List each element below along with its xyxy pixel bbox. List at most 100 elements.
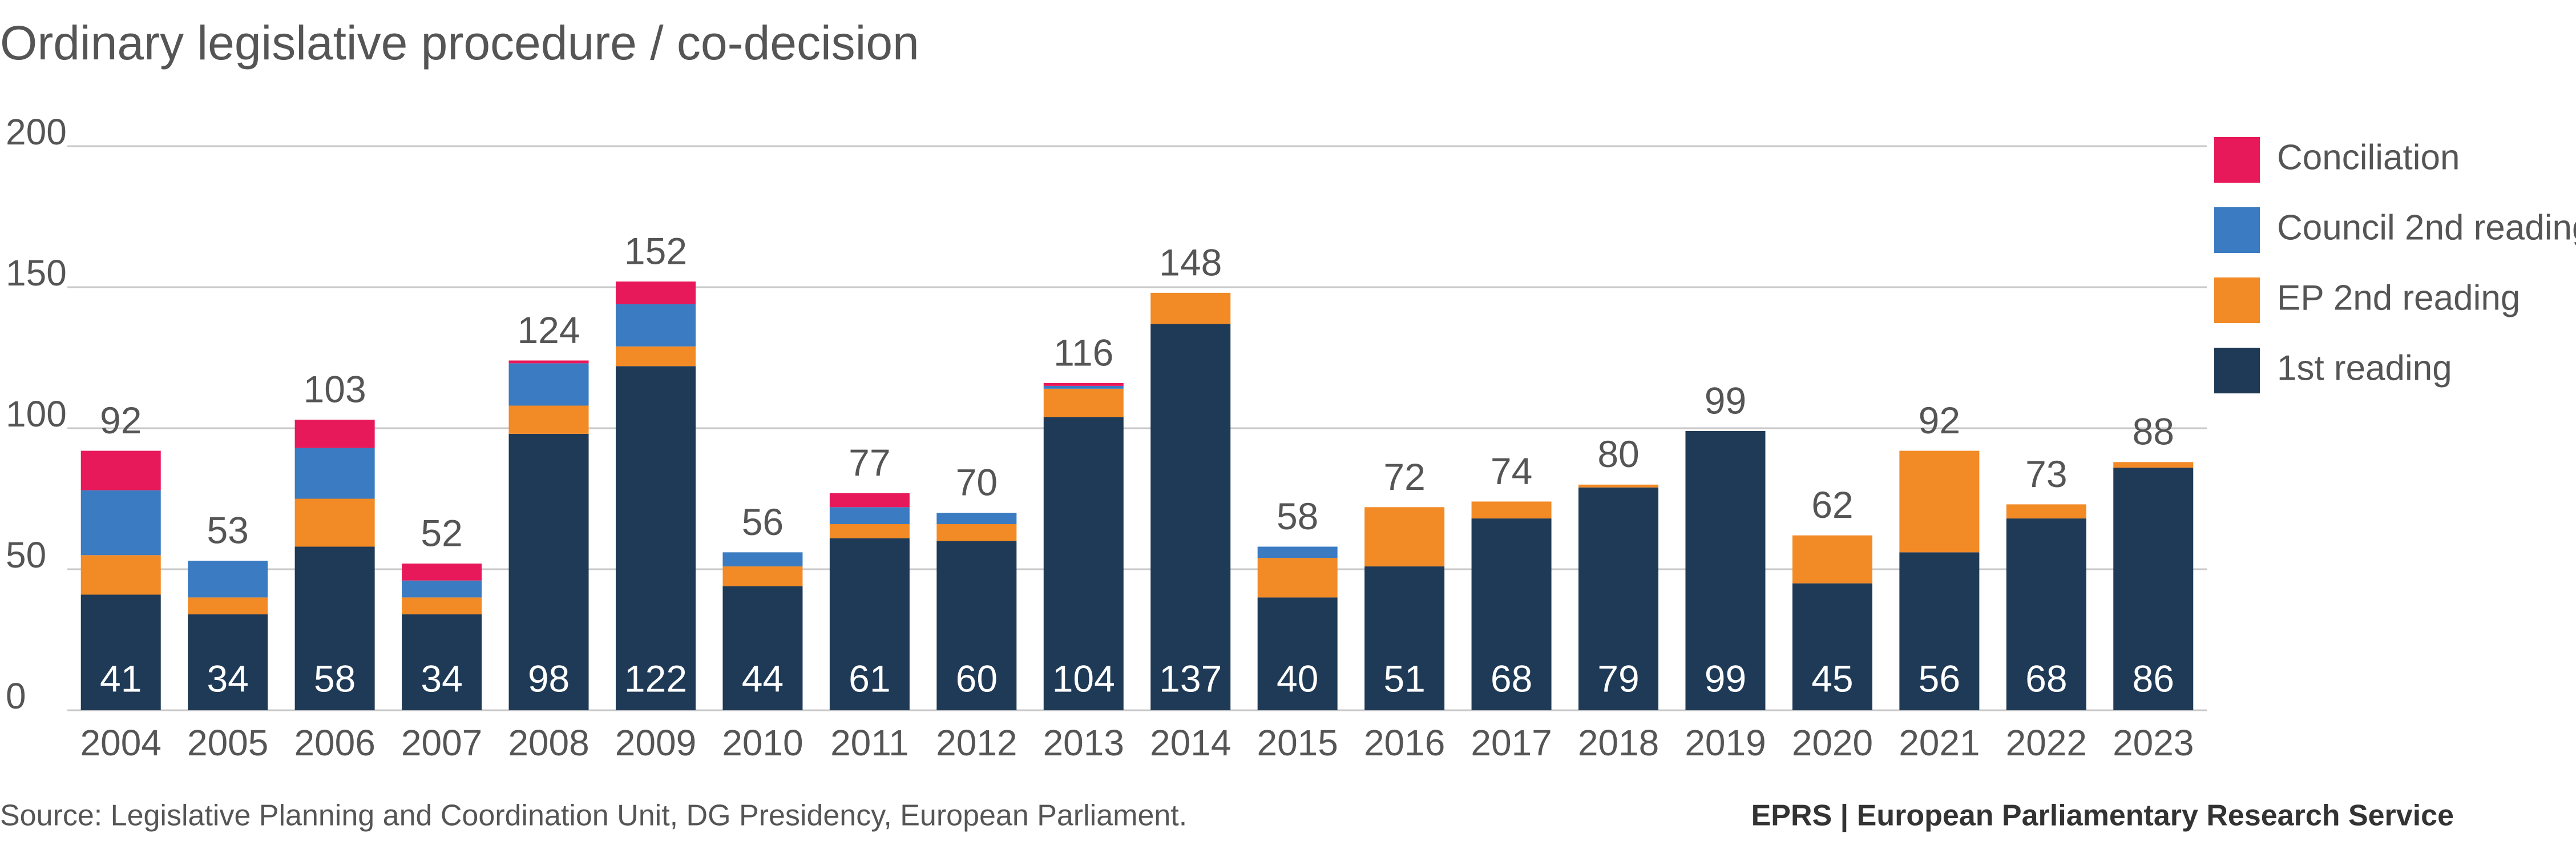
bar-segment bbox=[508, 363, 589, 406]
bar-segment bbox=[188, 597, 268, 615]
x-tick-label: 2017 bbox=[1471, 722, 1552, 763]
bar-segment bbox=[402, 597, 482, 615]
bar-segment bbox=[829, 507, 910, 524]
x-tick-label: 2008 bbox=[508, 722, 589, 763]
bar-segment bbox=[1150, 324, 1231, 710]
value-label: 44 bbox=[742, 657, 784, 699]
total-label: 152 bbox=[624, 230, 687, 272]
value-label: 79 bbox=[1597, 657, 1639, 699]
source-note: Source: Legislative Planning and Coordin… bbox=[0, 799, 1187, 832]
bar-segment bbox=[508, 405, 589, 434]
legend-label: Conciliation bbox=[2277, 138, 2460, 177]
bar-segment bbox=[1471, 518, 1552, 710]
value-label: 68 bbox=[1491, 657, 1532, 699]
bar-segment bbox=[1899, 552, 1980, 710]
bar-segment bbox=[615, 304, 696, 347]
x-tick-label: 2004 bbox=[80, 722, 161, 763]
value-label: 56 bbox=[1919, 657, 1960, 699]
total-label: 56 bbox=[742, 501, 784, 543]
bar-segment bbox=[1578, 487, 1659, 710]
bar-segment bbox=[936, 513, 1017, 524]
bar-segment bbox=[1043, 385, 1124, 389]
value-label: 34 bbox=[421, 657, 462, 699]
bar-segment bbox=[402, 580, 482, 598]
total-label: 116 bbox=[1053, 331, 1113, 373]
bar-segment bbox=[2006, 504, 2086, 519]
bar-segment bbox=[188, 614, 268, 710]
bar-segment bbox=[402, 564, 482, 581]
bar-segment bbox=[294, 546, 375, 710]
y-tick-label: 150 bbox=[6, 252, 67, 293]
value-label: 137 bbox=[1159, 657, 1222, 699]
bar-segment bbox=[1257, 597, 1338, 710]
y-tick-label: 0 bbox=[6, 675, 26, 717]
bar-segment bbox=[1364, 566, 1445, 710]
x-tick-label: 2023 bbox=[2113, 722, 2194, 763]
value-label: 58 bbox=[314, 657, 356, 699]
bar-segment bbox=[1364, 507, 1445, 567]
bar-segment bbox=[294, 498, 375, 547]
total-label: 124 bbox=[517, 309, 580, 351]
chart-title: Ordinary legislative procedure / co-deci… bbox=[0, 16, 919, 70]
total-label: 103 bbox=[304, 368, 366, 411]
bar-segment bbox=[1257, 546, 1338, 558]
bar-segment bbox=[2113, 462, 2194, 468]
bar-segment bbox=[80, 555, 161, 595]
x-tick-label: 2009 bbox=[615, 722, 696, 763]
y-tick-label: 200 bbox=[6, 111, 67, 152]
bar-segment bbox=[722, 552, 803, 567]
y-tick-label: 100 bbox=[6, 393, 67, 434]
total-label: 53 bbox=[207, 509, 248, 552]
total-label: 99 bbox=[1705, 379, 1746, 421]
x-tick-label: 2019 bbox=[1685, 722, 1766, 763]
total-label: 88 bbox=[2133, 411, 2174, 453]
total-label: 92 bbox=[1919, 399, 1960, 441]
credit: EPRS | European Parliamentary Research S… bbox=[1751, 799, 2454, 832]
value-label: 86 bbox=[2133, 657, 2174, 699]
total-label: 92 bbox=[100, 399, 142, 441]
legend-label: Council 2nd reading bbox=[2277, 208, 2576, 247]
legend-swatch bbox=[2214, 348, 2260, 393]
value-label: 40 bbox=[1277, 657, 1318, 699]
x-tick-label: 2007 bbox=[401, 722, 482, 763]
bar-segment bbox=[294, 448, 375, 499]
bar-segment bbox=[508, 360, 589, 364]
value-label: 122 bbox=[624, 657, 687, 699]
total-label: 72 bbox=[1383, 456, 1425, 498]
bar-segment bbox=[1150, 292, 1231, 324]
value-label: 68 bbox=[2025, 657, 2067, 699]
bar-segment bbox=[615, 281, 696, 304]
legend-label: EP 2nd reading bbox=[2277, 278, 2520, 317]
value-label: 60 bbox=[956, 657, 998, 699]
bar-segment bbox=[722, 566, 803, 586]
y-tick-label: 50 bbox=[6, 534, 46, 576]
total-label: 77 bbox=[849, 441, 890, 484]
x-tick-label: 2022 bbox=[2006, 722, 2087, 763]
bar-segment bbox=[80, 450, 161, 490]
bar-segment bbox=[1578, 484, 1659, 488]
bar-segment bbox=[615, 366, 696, 710]
bar-segment bbox=[1899, 450, 1980, 553]
total-label: 52 bbox=[421, 512, 462, 554]
bar-segment bbox=[936, 524, 1017, 541]
total-label: 73 bbox=[2025, 453, 2067, 495]
bar-segment bbox=[1471, 501, 1552, 519]
total-label: 148 bbox=[1159, 241, 1222, 283]
value-label: 99 bbox=[1705, 657, 1746, 699]
value-label: 41 bbox=[100, 657, 142, 699]
value-label: 61 bbox=[849, 657, 890, 699]
bar-segment bbox=[80, 594, 161, 710]
x-tick-label: 2016 bbox=[1364, 722, 1445, 763]
bar-segment bbox=[188, 561, 268, 598]
legend-swatch bbox=[2214, 137, 2260, 183]
x-tick-label: 2005 bbox=[187, 722, 268, 763]
total-label: 80 bbox=[1597, 433, 1639, 475]
x-tick-label: 2010 bbox=[722, 722, 803, 763]
bar-segment bbox=[80, 490, 161, 556]
bar-segment bbox=[1043, 417, 1124, 710]
total-label: 70 bbox=[956, 461, 998, 504]
bar-segment bbox=[1792, 535, 1872, 584]
legend-swatch bbox=[2214, 277, 2260, 323]
x-tick-label: 2015 bbox=[1257, 722, 1338, 763]
